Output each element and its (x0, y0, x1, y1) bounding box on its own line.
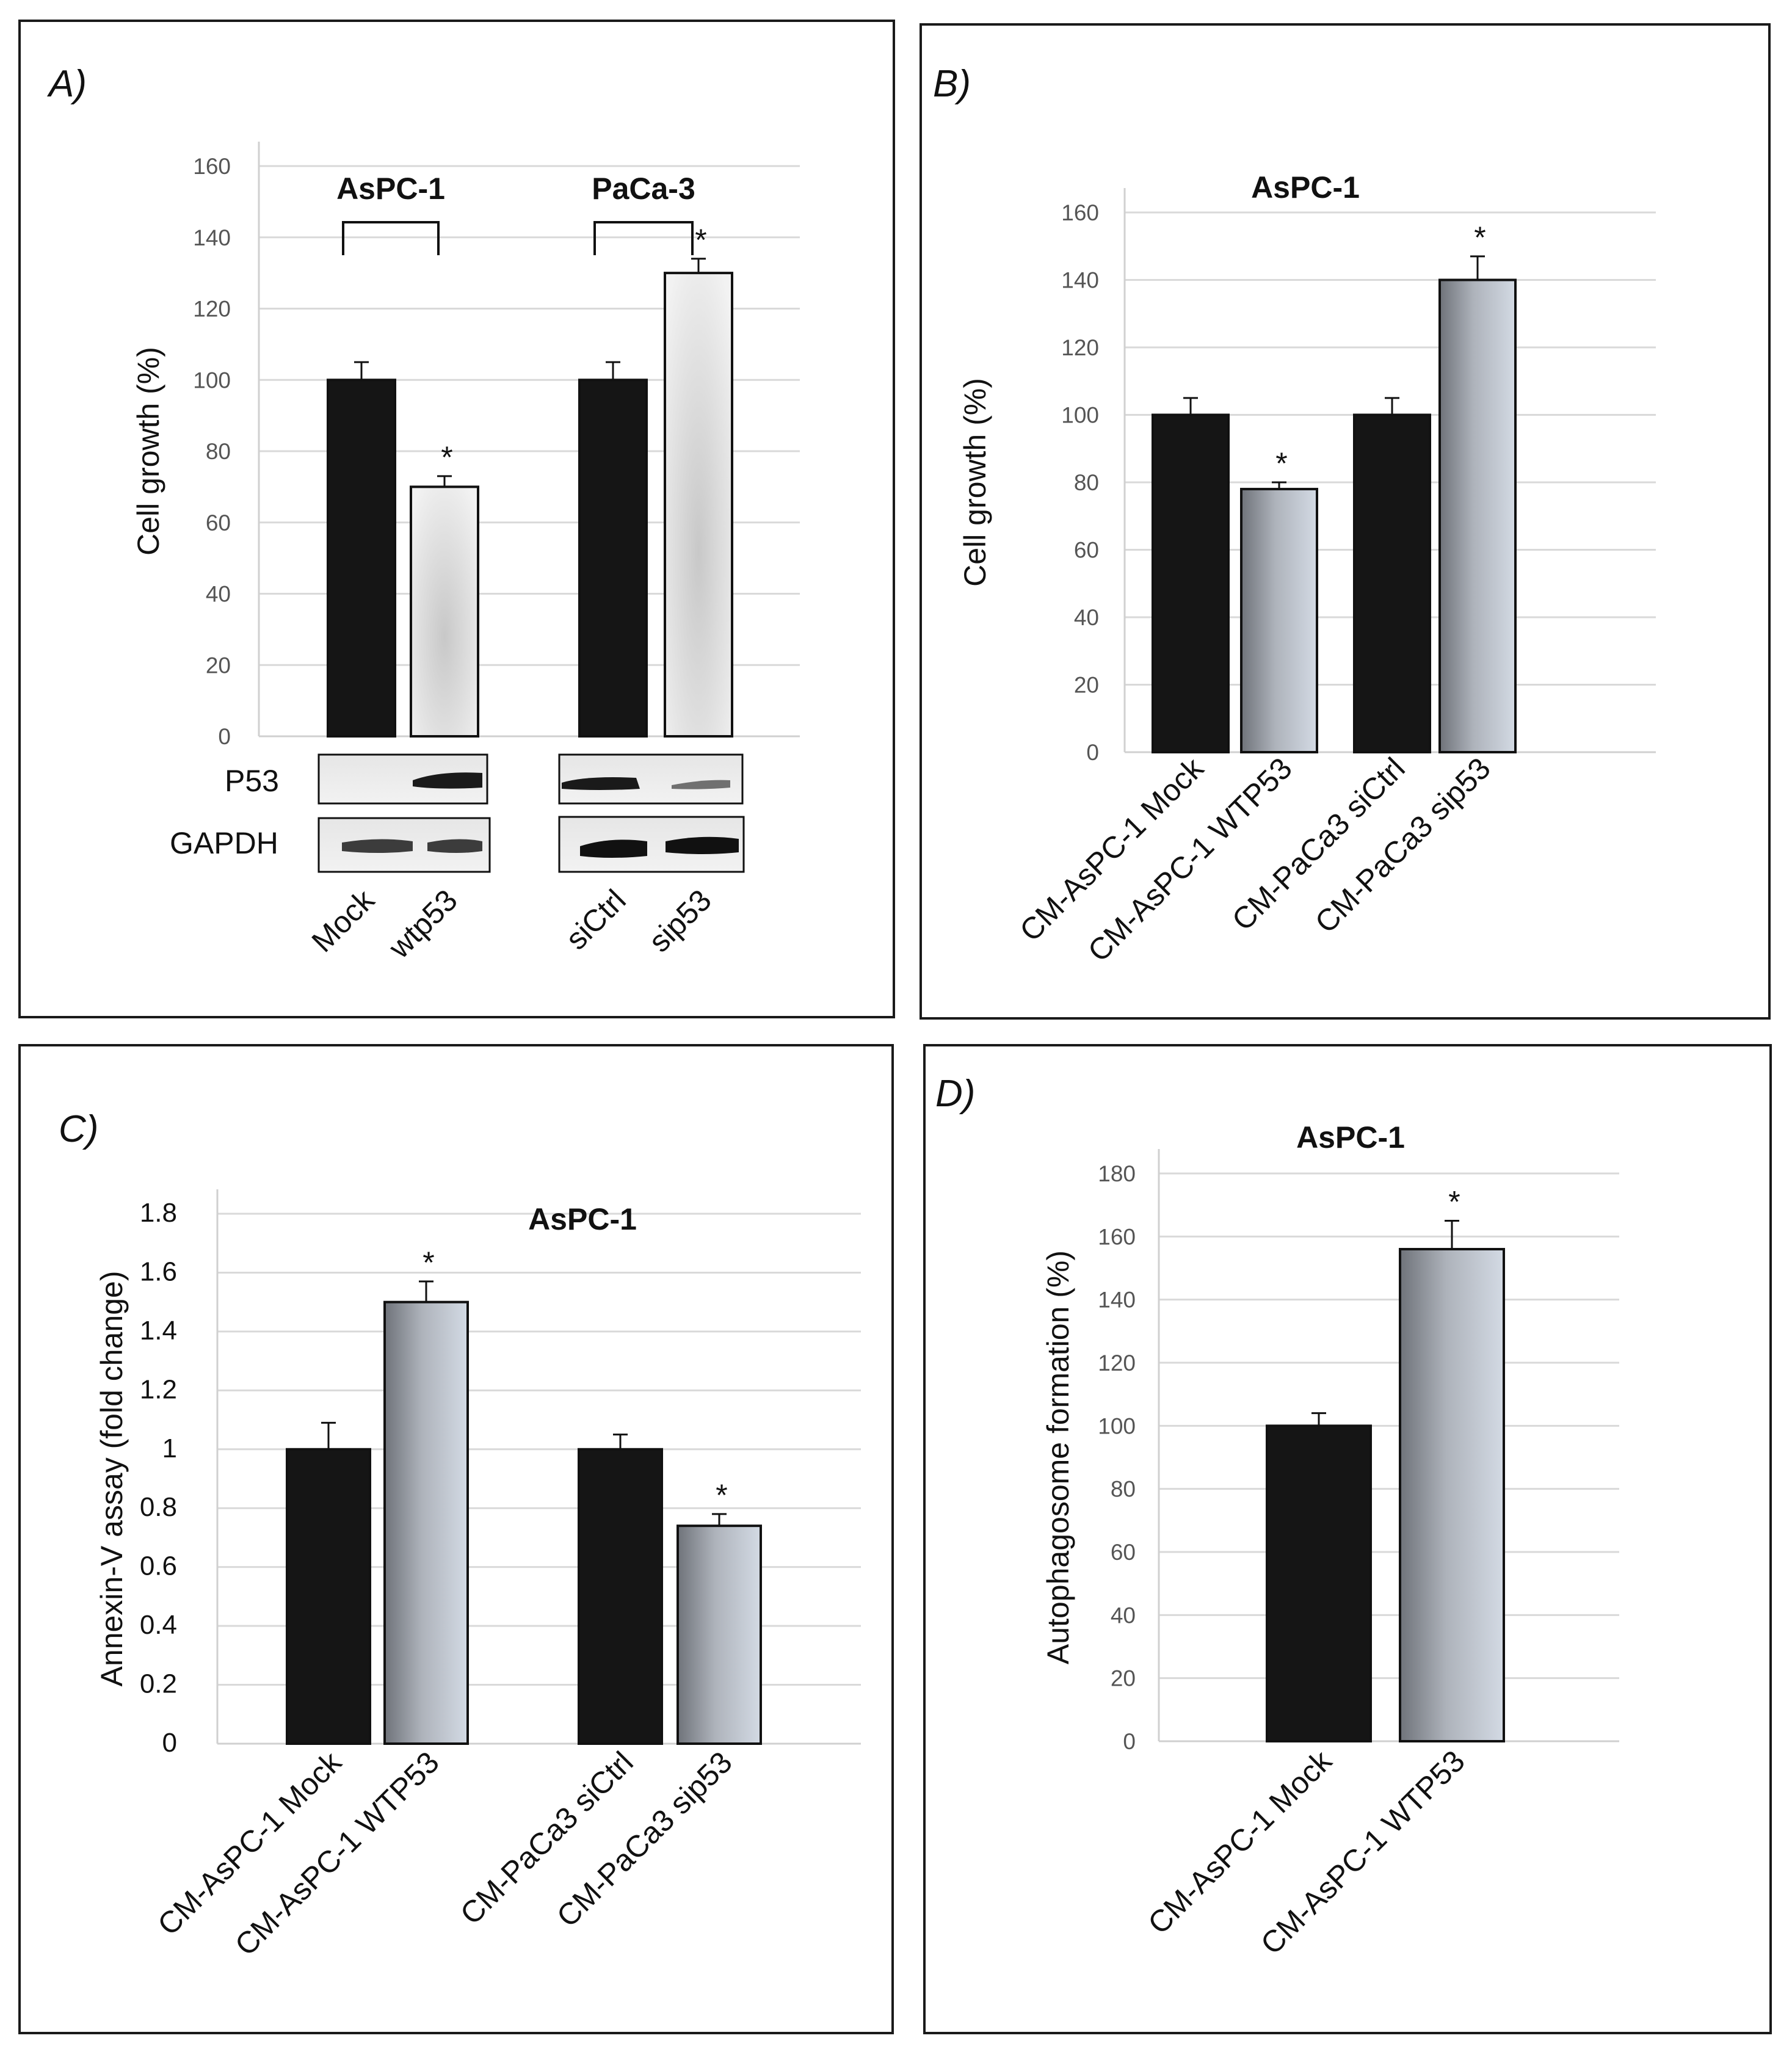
y-tick-label: 1.6 (140, 1256, 177, 1286)
significance-marker: * (1448, 1185, 1460, 1219)
y-tick-label: 20 (206, 653, 231, 678)
y-tick-label: 80 (1074, 470, 1099, 495)
group-bracket (593, 221, 694, 255)
panel-c-label: C) (59, 1108, 98, 1150)
y-tick-label: 100 (1061, 403, 1099, 428)
y-tick-label: 40 (1074, 605, 1099, 630)
y-tick-label: 1.2 (140, 1374, 177, 1404)
bar (286, 1448, 371, 1746)
western-blot: P53 GAPDH (170, 753, 745, 873)
group-bracket (342, 221, 440, 255)
significance-marker: * (1474, 220, 1485, 255)
y-tick-label: 1.8 (140, 1198, 177, 1228)
group-label: AsPC-1 (336, 172, 445, 206)
blot-band (666, 836, 739, 854)
bar (383, 1300, 469, 1746)
y-tick-label: 60 (1074, 538, 1099, 563)
significance-marker: * (423, 1245, 434, 1280)
y-tick-label: 140 (1098, 1288, 1136, 1313)
bar (1438, 278, 1517, 753)
blot-band (580, 839, 647, 858)
blot-label-p53: P53 (225, 764, 279, 798)
significance-marker: * (1275, 446, 1287, 480)
blot-band (342, 839, 413, 853)
blot-band (562, 777, 640, 790)
y-tick-label: 140 (193, 225, 231, 250)
y-tick-label: 120 (1098, 1350, 1136, 1376)
y-tick-label: 60 (206, 510, 231, 535)
bar (1152, 413, 1230, 753)
y-tick-label: 160 (1098, 1224, 1136, 1249)
chart-title: AsPC-1 (528, 1202, 637, 1236)
y-axis-label: Cell growth (%) (958, 378, 992, 587)
y-tick-label: 100 (193, 368, 231, 393)
blot-label-gapdh: GAPDH (170, 826, 278, 860)
bar (1240, 488, 1318, 753)
bar (327, 379, 396, 738)
significance-marker: * (716, 1478, 727, 1512)
y-tick-label: 160 (1061, 200, 1099, 225)
y-tick-label: 0 (162, 1728, 177, 1758)
y-tick-label: 20 (1111, 1666, 1136, 1691)
y-tick-label: 160 (193, 154, 231, 179)
bar (1266, 1424, 1372, 1742)
bar (578, 1448, 663, 1746)
panel-b-label: B) (933, 63, 971, 105)
y-axis-label: Autophagosome formation (%) (1041, 1250, 1075, 1664)
chart-title: AsPC-1 (1251, 170, 1360, 205)
bar (1399, 1248, 1505, 1742)
panel-a-label: A) (46, 63, 87, 105)
bar (578, 379, 648, 738)
blot-band (672, 780, 730, 789)
y-tick-label: 0.8 (140, 1492, 177, 1522)
y-axis-label: Cell growth (%) (131, 347, 165, 556)
significance-marker: * (695, 223, 706, 257)
y-tick-label: 1.4 (140, 1316, 177, 1346)
blot-band (413, 772, 482, 789)
bar (677, 1524, 762, 1745)
y-tick-label: 0.4 (140, 1610, 177, 1640)
y-tick-label: 40 (1111, 1603, 1136, 1628)
y-tick-label: 140 (1061, 268, 1099, 293)
significance-marker: * (441, 440, 452, 474)
y-tick-label: 1 (162, 1434, 177, 1463)
y-tick-label: 0 (1086, 740, 1099, 765)
group-label: PaCa-3 (592, 172, 695, 206)
y-tick-label: 20 (1074, 673, 1099, 698)
y-tick-label: 40 (206, 582, 231, 607)
y-tick-label: 120 (1061, 335, 1099, 360)
y-tick-label: 180 (1098, 1161, 1136, 1186)
y-tick-label: 0 (1123, 1729, 1136, 1754)
y-tick-label: 80 (206, 439, 231, 464)
chart-title: AsPC-1 (1296, 1120, 1405, 1155)
panel-b-frame (920, 23, 1771, 1020)
blot-band (427, 839, 482, 853)
y-tick-label: 0.2 (140, 1669, 177, 1699)
y-tick-label: 60 (1111, 1540, 1136, 1565)
y-tick-label: 0 (218, 724, 231, 749)
bar (664, 272, 733, 738)
panel-d-label: D) (935, 1073, 975, 1115)
y-tick-label: 80 (1111, 1477, 1136, 1502)
bar (410, 485, 479, 738)
y-tick-label: 0.6 (140, 1551, 177, 1581)
bar (1353, 413, 1431, 753)
y-tick-label: 100 (1098, 1413, 1136, 1438)
y-tick-label: 120 (193, 297, 231, 322)
y-axis-label: Annexin-V assay (fold change) (95, 1271, 129, 1687)
